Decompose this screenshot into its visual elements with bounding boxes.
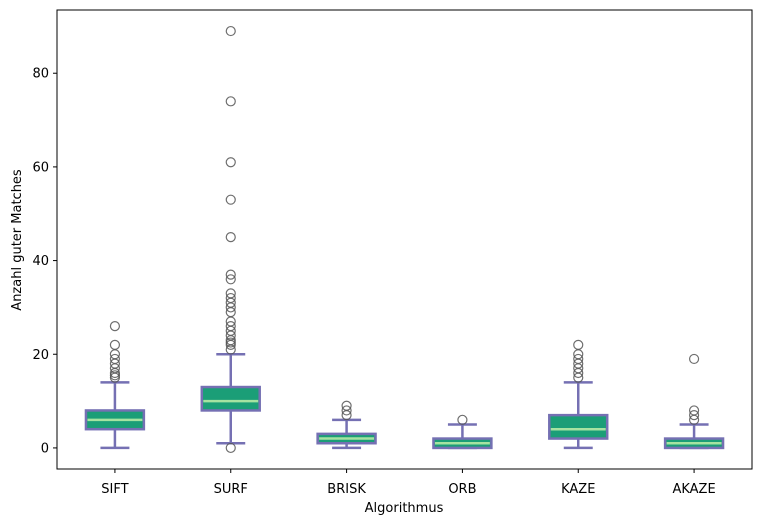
x-tick-label: BRISK	[327, 482, 366, 497]
x-axis: SIFT SURF BRISK ORB KAZE AKAZE	[101, 469, 716, 497]
outlier-point	[688, 405, 700, 416]
outlier-point	[225, 274, 236, 285]
y-tick-label: 20	[32, 348, 49, 363]
outlier-point	[225, 292, 236, 304]
y-axis: 0 20 40 60 80	[32, 67, 57, 456]
plot-area	[84, 25, 725, 454]
outlier-point	[225, 321, 236, 332]
y-tick-label: 40	[32, 254, 49, 269]
y-tick-label: 0	[41, 441, 49, 456]
outlier-point	[225, 25, 236, 37]
box-group-orb	[432, 414, 493, 450]
box-group-sift	[84, 321, 146, 450]
y-axis-label: Anzahl guter Matches	[10, 169, 25, 311]
box-iqr	[200, 385, 261, 412]
x-tick-label: KAZE	[561, 482, 595, 497]
outlier-point	[573, 339, 584, 350]
plot-frame	[56, 9, 753, 470]
outlier-point	[109, 353, 121, 365]
box-group-surf	[200, 25, 261, 454]
x-tick-label: AKAZE	[672, 482, 715, 497]
box-group-akaze	[663, 353, 725, 450]
box-iqr	[548, 413, 609, 440]
outlier-point	[225, 232, 236, 243]
outlier-point	[109, 321, 121, 332]
outlier-point	[341, 400, 352, 411]
outlier-point	[225, 269, 236, 280]
x-tick-label: SURF	[214, 482, 248, 497]
outlier-point	[225, 442, 236, 454]
outlier-point	[688, 410, 700, 421]
outlier-point	[225, 288, 236, 299]
x-tick-label: ORB	[448, 482, 476, 497]
outlier-point	[225, 194, 236, 205]
box-group-kaze	[548, 339, 609, 450]
x-axis-label: Algorithmus	[365, 501, 444, 516]
y-tick-label: 80	[32, 67, 49, 82]
outlier-point	[225, 96, 236, 107]
outlier-point	[109, 339, 121, 350]
outlier-point	[341, 405, 352, 416]
outlier-point	[573, 353, 584, 365]
x-tick-label: SIFT	[101, 482, 128, 497]
outlier-point	[457, 414, 468, 425]
y-tick-label: 60	[32, 160, 49, 175]
box-group-brisk	[316, 400, 377, 450]
outlier-point	[225, 157, 236, 168]
outlier-point	[688, 353, 700, 365]
